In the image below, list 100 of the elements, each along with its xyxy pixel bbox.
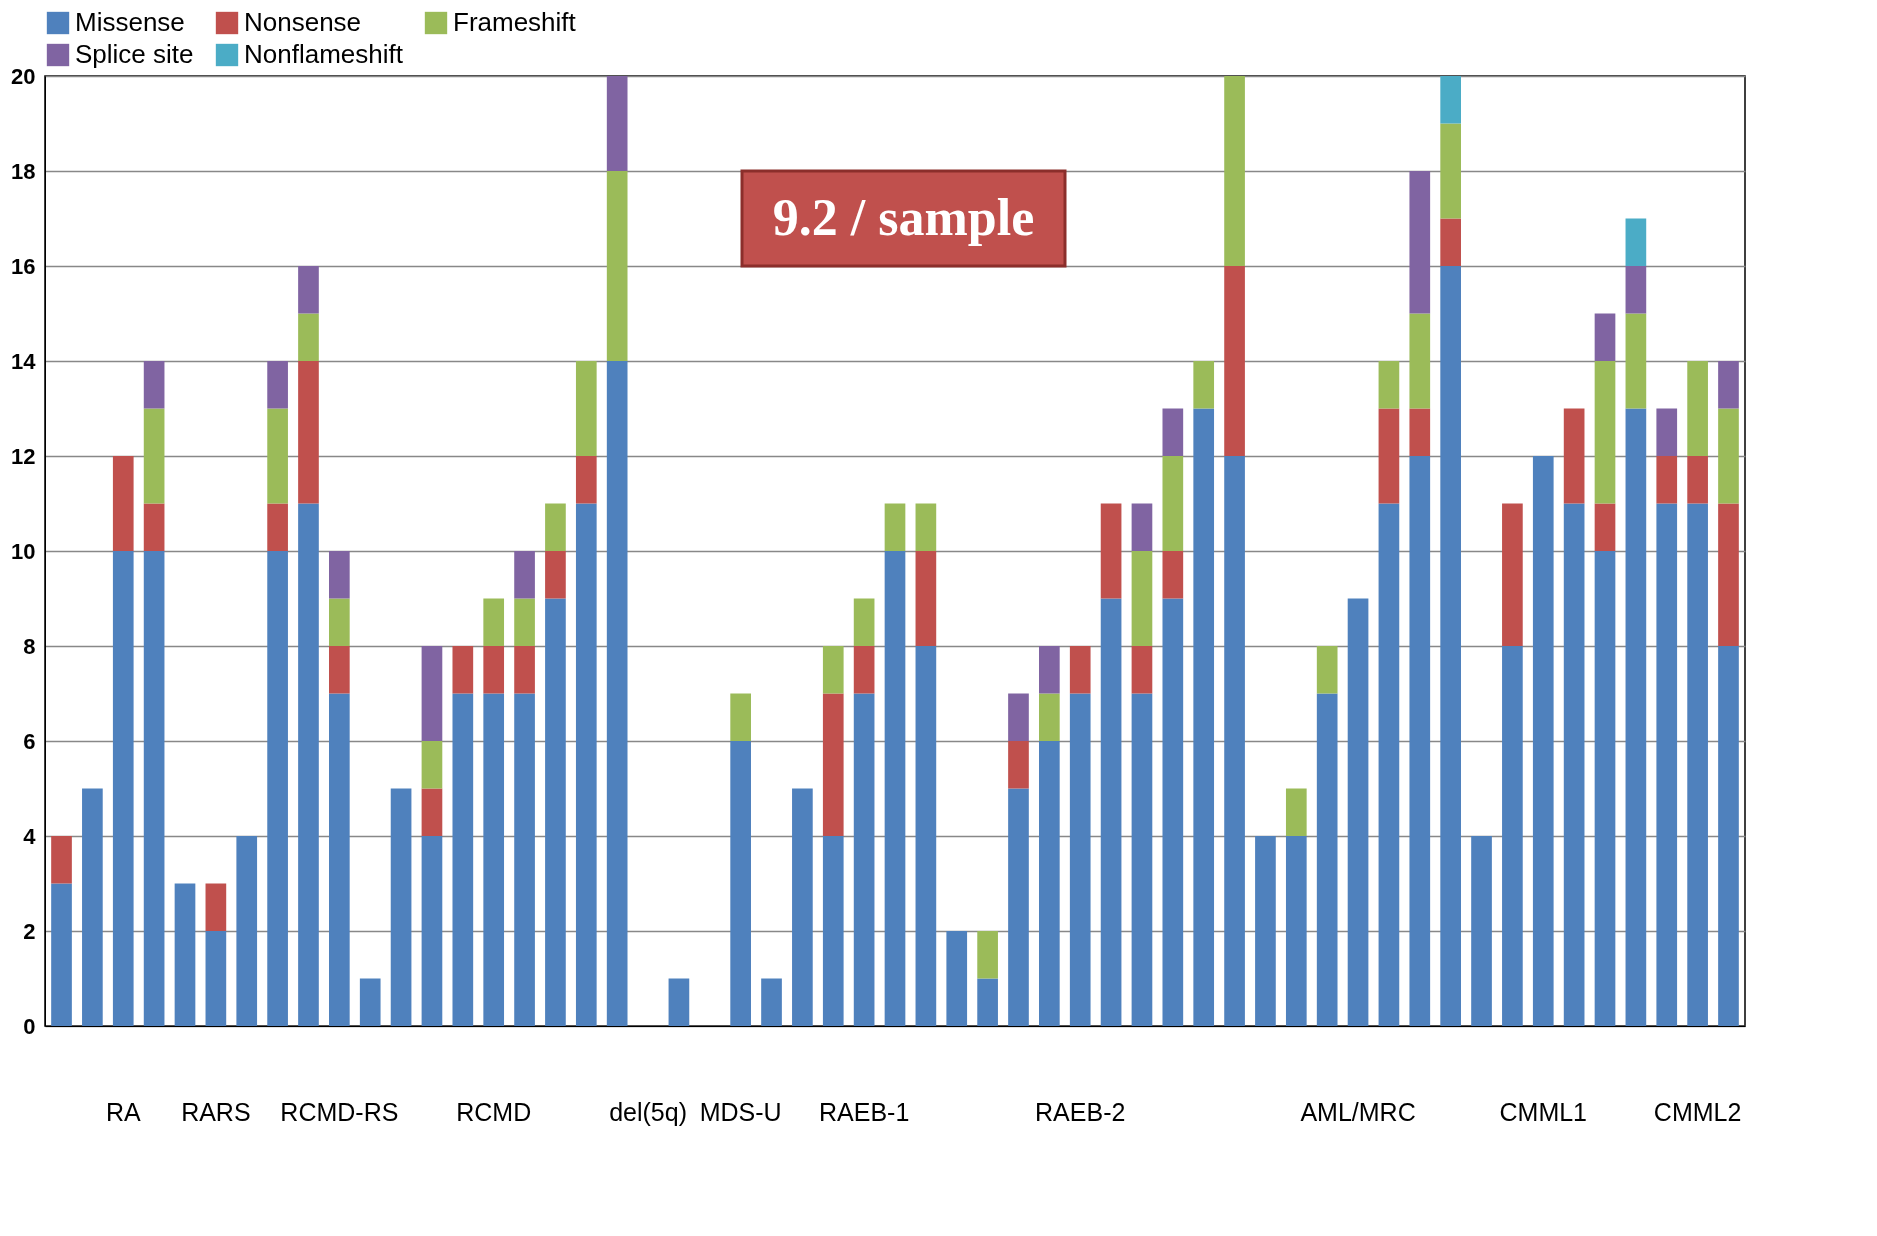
bar [1687, 361, 1708, 456]
bar [1285, 788, 1307, 836]
bar [1347, 598, 1369, 1026]
bar [575, 456, 597, 504]
bar [1069, 693, 1091, 1026]
bar [1409, 171, 1431, 314]
x-tick-label: del(5q) [609, 1098, 687, 1126]
bar [1687, 503, 1708, 1026]
bar [1162, 456, 1184, 551]
bar [575, 503, 597, 1026]
x-tick-label: RA [105, 1098, 141, 1126]
bar [1440, 123, 1461, 219]
bar [884, 503, 906, 551]
bar [884, 551, 906, 1026]
bar [421, 646, 443, 741]
bar [822, 836, 844, 1026]
bar [977, 931, 998, 979]
bar [1100, 598, 1122, 1026]
bar [1625, 218, 1647, 266]
bar [359, 978, 381, 1026]
bar [1594, 313, 1616, 361]
x-tick-label: RCMD-RS [280, 1098, 399, 1126]
bar [1625, 313, 1647, 409]
bar [730, 693, 751, 741]
bar [1563, 408, 1585, 504]
bar [298, 503, 319, 1026]
y-tick-label: 2 [23, 918, 36, 944]
bar [82, 788, 103, 1026]
bar [606, 361, 628, 1026]
y-tick-label: 16 [11, 253, 36, 279]
bar [1502, 646, 1523, 1026]
bar [51, 883, 72, 1026]
bar [329, 551, 350, 599]
bar [1008, 693, 1029, 741]
bar [514, 646, 535, 694]
y-tick-label: 6 [23, 728, 36, 754]
bar [1502, 503, 1523, 646]
bar [143, 503, 165, 551]
bar [1718, 408, 1739, 504]
bar [730, 741, 751, 1026]
bar [1409, 456, 1431, 1026]
bar [1008, 788, 1029, 1026]
bar [298, 361, 319, 504]
bar [1378, 503, 1400, 1026]
bar [1378, 408, 1400, 504]
bar [1193, 408, 1215, 1026]
bar [668, 978, 690, 1026]
bar [606, 171, 628, 361]
bar [421, 741, 443, 789]
bar [1162, 408, 1184, 456]
bar [205, 883, 227, 931]
y-tick-label: 12 [11, 443, 36, 469]
bar [1656, 503, 1678, 1026]
bar [267, 551, 288, 1026]
bar [915, 551, 937, 646]
bar [1718, 503, 1739, 646]
bar [1625, 266, 1647, 314]
bar [1409, 313, 1431, 409]
bar [1224, 76, 1245, 266]
legend-label: Nonflameshift [244, 39, 404, 69]
bar [1625, 408, 1647, 1026]
bar [1285, 836, 1307, 1026]
bar [1039, 646, 1060, 694]
bar [1718, 646, 1739, 1026]
bar [267, 408, 288, 504]
bar [205, 931, 227, 1026]
bar [761, 978, 782, 1026]
x-tick-label: RAEB-2 [1035, 1098, 1126, 1126]
y-tick-label: 20 [11, 63, 36, 89]
bar [1440, 218, 1461, 266]
bar [822, 646, 844, 694]
bar [915, 646, 937, 1026]
bar [1440, 266, 1461, 1026]
x-tick-label: MDS-U [699, 1098, 782, 1126]
y-tick-label: 8 [23, 633, 36, 659]
bar [977, 978, 998, 1026]
bar [452, 646, 474, 694]
bar [51, 836, 72, 884]
bar [853, 646, 875, 694]
bar [1131, 693, 1153, 1026]
legend-label: Frameshift [453, 7, 577, 37]
bar [1008, 741, 1029, 789]
y-tick-label: 10 [11, 538, 36, 564]
bar [1563, 503, 1585, 1026]
bar [915, 503, 937, 551]
bar [514, 693, 535, 1026]
bar [606, 76, 628, 171]
bar [1409, 408, 1431, 456]
bar [575, 361, 597, 456]
bar [514, 598, 535, 646]
bar [267, 361, 288, 409]
bar [1656, 456, 1678, 504]
bar [421, 836, 443, 1026]
bar [1718, 361, 1739, 409]
bar [112, 456, 134, 551]
bar [1471, 836, 1492, 1026]
bar [1687, 456, 1708, 504]
bar [545, 551, 566, 599]
bar [1039, 693, 1060, 741]
bar [1100, 503, 1122, 599]
